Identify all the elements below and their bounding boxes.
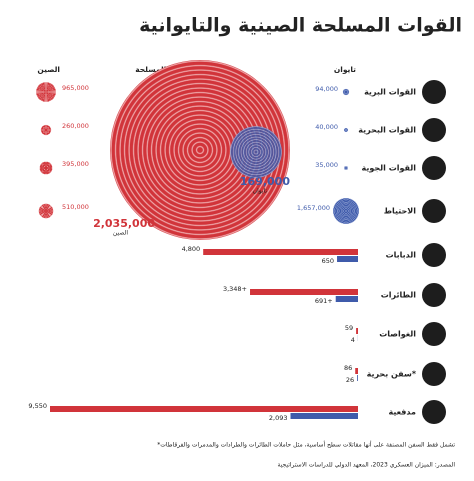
category-icon [422, 80, 446, 104]
taiwan-bubble [344, 166, 348, 170]
taiwan-value: 94,000 [315, 85, 338, 93]
category-label: الغواصات [379, 330, 416, 339]
taiwan-bar [290, 413, 358, 419]
category-label: الاحتياط [384, 207, 417, 216]
bar-value: 650 [322, 257, 334, 265]
bar-value: 4,800 [182, 245, 201, 253]
total-bubble [230, 126, 282, 178]
total-label: 2,035,000 [93, 217, 155, 230]
category-icon [422, 362, 446, 386]
taiwan-value: 1,657,000 [297, 204, 330, 212]
bar-value: 3,348+ [223, 285, 247, 293]
bar-value: 4 [351, 336, 355, 344]
china-bubble [39, 161, 53, 175]
bar-value: 59 [345, 324, 353, 332]
china-value: 965,000 [62, 84, 89, 92]
header-china: الصين [37, 65, 60, 74]
total-bubble [110, 60, 290, 240]
taiwan-value: 40,000 [315, 123, 338, 131]
total-name: الصين [113, 230, 128, 237]
bar-value: 9,550 [28, 402, 47, 410]
china-bubble [40, 124, 52, 136]
bar-value: 26 [346, 376, 354, 384]
china-bar [355, 368, 358, 374]
taiwan-bar [337, 256, 358, 262]
category-label: الطائرات [381, 291, 417, 300]
title: القوات المسلحة الصينية والتايوانية [139, 15, 462, 37]
category-label: القوات البحرية [358, 126, 416, 135]
china-bar [203, 249, 358, 255]
china-bar [356, 328, 358, 334]
source: المصدر: الميزان العسكري 2023، المعهد الد… [278, 462, 456, 469]
category-label: القوات البرية [364, 88, 416, 97]
taiwan-value: 35,000 [315, 161, 338, 169]
bar-value: 691+ [315, 297, 333, 305]
taiwan-bar [335, 296, 358, 302]
china-value: 260,000 [62, 122, 89, 130]
category-icon [422, 283, 446, 307]
header-taiwan: تايوان [334, 65, 356, 74]
category-label: مدفعية [389, 408, 416, 417]
bar-value: 86 [344, 364, 352, 372]
category-label: القوات الجوية [362, 164, 417, 173]
category-icon [422, 118, 446, 142]
category-icon [422, 156, 446, 180]
category-icon [422, 400, 446, 424]
china-bubble [36, 82, 56, 102]
category-label: سفن بحرية* [367, 370, 417, 379]
china-bar [50, 406, 358, 412]
category-icon [422, 322, 446, 346]
china-bubble [38, 203, 54, 219]
category-label: الدبابات [386, 251, 417, 260]
category-icon [422, 243, 446, 267]
category-icon [422, 199, 446, 223]
taiwan-bubble [333, 198, 359, 224]
footnote: *تشمل فقط السفن المصنفة على أنها مقاتلات… [157, 441, 455, 449]
taiwan-bubble [343, 127, 349, 133]
taiwan-bubble [342, 88, 350, 96]
total-label: 169,000 [240, 175, 290, 188]
china-value: 395,000 [62, 160, 89, 168]
taiwan-bar [357, 375, 358, 381]
china-bar [250, 289, 358, 295]
total-name: تايوان [253, 188, 268, 195]
bar-value: 2,093 [269, 414, 288, 422]
china-value: 510,000 [62, 203, 89, 211]
